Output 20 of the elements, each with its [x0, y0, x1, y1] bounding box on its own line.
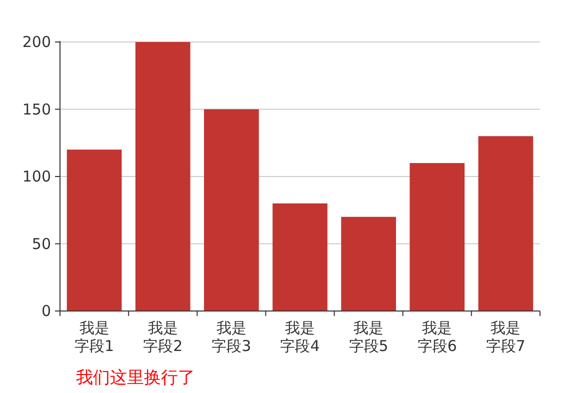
x-tick-label: 我是字段6 [417, 319, 458, 355]
x-tick-label: 我是字段4 [280, 319, 320, 355]
y-tick-label: 150 [22, 100, 51, 118]
x-tick-label: 我是字段1 [74, 319, 114, 355]
bar [478, 136, 534, 311]
bar [341, 216, 396, 311]
y-tick-label: 0 [41, 302, 51, 320]
y-tick-label: 200 [22, 33, 51, 51]
x-tick-label: 我是字段2 [142, 319, 183, 355]
x-tick-label: 我是字段3 [211, 319, 252, 355]
bar [204, 109, 259, 311]
x-tick-label: 我是字段7 [486, 319, 526, 355]
y-tick-label: 50 [32, 234, 51, 253]
text: 我们这里换行了 [76, 368, 195, 388]
bar [410, 163, 465, 311]
bar [66, 150, 122, 311]
bar [135, 42, 190, 311]
x-tick-label: 我是字段5 [348, 319, 389, 355]
y-tick-label: 100 [22, 168, 51, 186]
bar [272, 203, 328, 311]
